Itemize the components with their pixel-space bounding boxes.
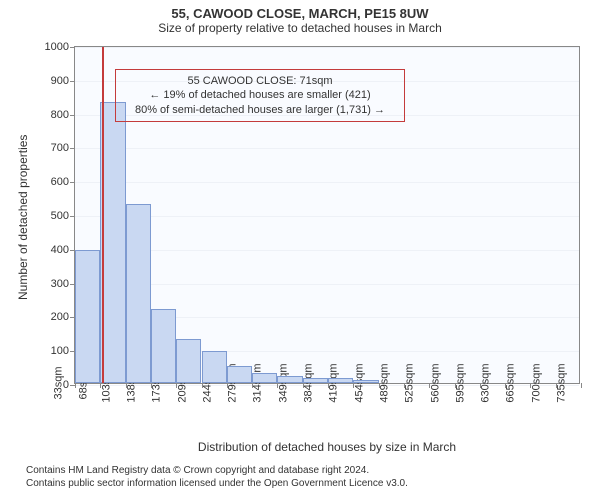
histogram-bar [75, 250, 100, 384]
gridline [75, 47, 579, 48]
annotation-box: 55 CAWOOD CLOSE: 71sqm← 19% of detached … [115, 69, 405, 122]
xtick-label: 595sqm [454, 363, 466, 402]
xtick-label: 735sqm [555, 363, 567, 402]
ytick-label: 400 [51, 244, 75, 256]
xtick-label: 314sqm [252, 363, 264, 402]
ytick-label: 700 [51, 142, 75, 154]
gridline [75, 148, 579, 149]
property-marker-line [102, 47, 104, 383]
ytick-label: 200 [51, 311, 75, 323]
xtick-label: 489sqm [378, 363, 390, 402]
histogram-bar [227, 366, 252, 383]
xtick-label: 560sqm [429, 363, 441, 402]
histogram-bar [151, 309, 176, 383]
xtick-mark [581, 383, 582, 388]
xtick-label: 700sqm [530, 363, 542, 402]
ytick-label: 500 [51, 210, 75, 222]
xtick-label: 525sqm [404, 363, 416, 402]
xtick-mark [75, 383, 76, 388]
ytick-label: 100 [51, 345, 75, 357]
y-axis-title: Number of detached properties [16, 135, 30, 300]
ytick-label: 600 [51, 176, 75, 188]
xtick-label: 33sqm [52, 366, 64, 399]
ytick-label: 1000 [45, 41, 75, 53]
ytick-label: 300 [51, 278, 75, 290]
xtick-label: 454sqm [353, 363, 365, 402]
annotation-line: ← 19% of detached houses are smaller (42… [124, 88, 396, 102]
histogram-bar [328, 378, 353, 383]
histogram-bar [277, 376, 302, 383]
ytick-label: 800 [51, 109, 75, 121]
plot-area: 0100200300400500600700800900100033sqm68s… [74, 46, 580, 384]
gridline [75, 182, 579, 183]
footer-line-1: Contains HM Land Registry data © Crown c… [26, 464, 408, 477]
histogram-bar [126, 204, 151, 383]
ytick-label: 900 [51, 75, 75, 87]
histogram-bar [202, 351, 227, 383]
xtick-label: 384sqm [302, 363, 314, 402]
histogram-bar [252, 373, 277, 383]
chart-container: Number of detached properties 0100200300… [0, 0, 600, 500]
xtick-label: 665sqm [505, 363, 517, 402]
xtick-label: 419sqm [328, 363, 340, 402]
annotation-line: 55 CAWOOD CLOSE: 71sqm [124, 74, 396, 88]
ytick-label: 0 [63, 379, 75, 391]
x-axis-title: Distribution of detached houses by size … [74, 440, 580, 454]
annotation-line: 80% of semi-detached houses are larger (… [124, 103, 396, 117]
histogram-bar [176, 339, 201, 383]
xtick-label: 630sqm [480, 363, 492, 402]
histogram-bar [353, 380, 378, 383]
histogram-bar [303, 378, 328, 383]
xtick-label: 349sqm [277, 363, 289, 402]
footer-attribution: Contains HM Land Registry data © Crown c… [26, 464, 408, 490]
footer-line-2: Contains public sector information licen… [26, 477, 408, 490]
